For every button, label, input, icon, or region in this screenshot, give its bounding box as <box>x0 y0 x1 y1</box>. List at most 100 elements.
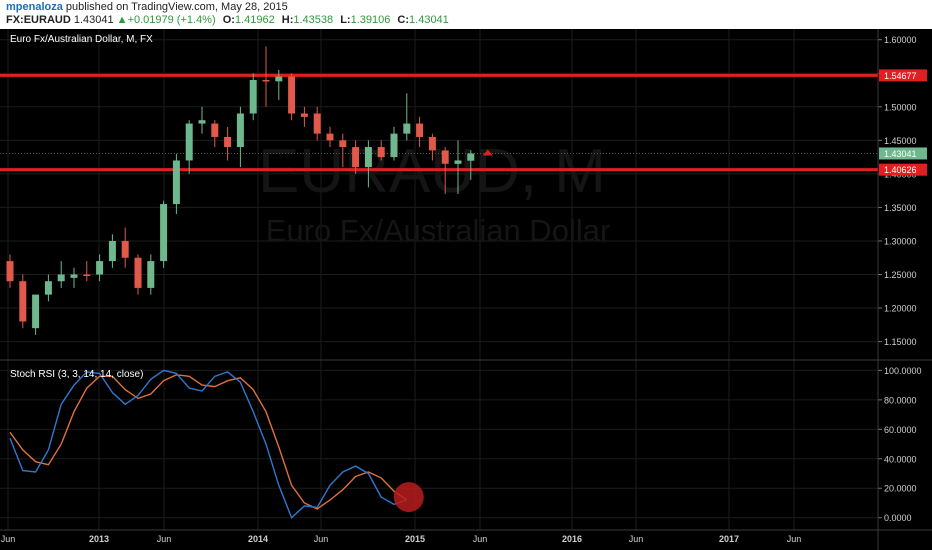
candle[interactable] <box>44 274 52 302</box>
time-tick-label: Jun <box>629 534 644 544</box>
time-tick-label: Jun <box>787 534 802 544</box>
oscillator-tick-label: 0.0000 <box>884 513 912 523</box>
candle-body <box>44 281 52 295</box>
candle-body <box>224 136 232 148</box>
candle[interactable] <box>377 140 385 161</box>
price-tick-label: 1.35000 <box>884 203 917 213</box>
candle[interactable] <box>403 93 411 141</box>
candle-body <box>403 123 411 134</box>
candle[interactable] <box>121 227 129 268</box>
axes: 1.600001.550001.500001.450001.400001.350… <box>1 35 927 544</box>
quote-line: FX:EURAUD 1.43041 ▲+0.01979 (+1.4%) O:1.… <box>6 14 449 27</box>
candle-body <box>185 123 193 161</box>
candle-body <box>390 133 398 158</box>
candle[interactable] <box>108 234 116 268</box>
candle[interactable] <box>211 120 219 148</box>
candle-body <box>134 257 142 288</box>
candle[interactable] <box>32 294 40 335</box>
time-tick-label: 2013 <box>89 534 109 544</box>
candle[interactable] <box>339 133 347 168</box>
stoch-rsi-d-line[interactable] <box>9 374 408 510</box>
candle[interactable] <box>185 120 193 174</box>
watermark: EURAUD, M Euro Fx/Australian Dollar <box>258 137 610 248</box>
candle[interactable] <box>83 261 91 282</box>
candle-body <box>147 261 155 288</box>
chart-background <box>0 29 932 550</box>
candle[interactable] <box>313 106 321 141</box>
oscillator-tick-label: 60.0000 <box>884 425 917 435</box>
candle[interactable] <box>275 69 283 101</box>
candle[interactable] <box>364 140 372 188</box>
candle-body <box>313 113 321 134</box>
horizontal-level-label: 1.40626 <box>884 165 917 175</box>
candle-body <box>236 113 244 148</box>
last-price-tag <box>879 147 927 160</box>
candle-body <box>211 123 219 137</box>
candle-body <box>172 160 180 205</box>
candle[interactable] <box>198 106 206 134</box>
high-label: H: <box>281 14 294 26</box>
last-price-label: 1.43041 <box>884 149 917 159</box>
published-text: published on TradingView.com, May 28, 20… <box>65 1 288 13</box>
candle[interactable] <box>300 106 308 127</box>
candle-body <box>275 76 283 82</box>
author-link[interactable]: mpenaloza <box>6 1 63 13</box>
price-tick-label: 1.30000 <box>884 236 917 246</box>
candle[interactable] <box>172 153 180 215</box>
candle[interactable] <box>96 254 104 282</box>
candle[interactable] <box>352 140 360 174</box>
candle-body <box>108 240 116 262</box>
candle-body <box>416 123 424 137</box>
candle-body <box>83 274 91 276</box>
candle[interactable] <box>134 254 142 295</box>
candle-body <box>288 76 296 114</box>
oscillator-tick-label: 40.0000 <box>884 454 917 464</box>
candle[interactable] <box>428 133 436 161</box>
horizontal-level-tag <box>879 163 927 176</box>
change-up-icon: ▲ <box>116 14 128 26</box>
candle[interactable] <box>441 147 449 194</box>
last-price: 1.43041 <box>73 14 114 26</box>
price-pane[interactable] <box>0 46 878 335</box>
horizontal-level-label: 1.54677 <box>884 71 917 81</box>
candle[interactable] <box>416 116 424 148</box>
stoch-rsi-k-line[interactable] <box>9 369 408 519</box>
up-arrow-marker-icon[interactable] <box>482 149 493 156</box>
candle[interactable] <box>467 150 475 180</box>
candle-body <box>160 204 168 262</box>
oscillator-tick-label: 100.0000 <box>884 366 922 376</box>
high-value: 1.43538 <box>293 14 334 26</box>
candle[interactable] <box>288 73 296 121</box>
open-value: 1.41962 <box>234 14 275 26</box>
candle[interactable] <box>147 254 155 295</box>
candle[interactable] <box>224 126 232 161</box>
price-tick-label: 1.50000 <box>884 102 917 112</box>
time-tick-label: 2016 <box>562 534 582 544</box>
candle[interactable] <box>454 140 462 194</box>
candle[interactable] <box>326 126 334 148</box>
candle[interactable] <box>390 126 398 161</box>
candle[interactable] <box>160 200 168 268</box>
time-tick-label: Jun <box>473 534 488 544</box>
candle[interactable] <box>262 46 270 107</box>
candle-body <box>262 79 270 82</box>
stoch-rsi-pane[interactable] <box>9 369 424 519</box>
candle-body <box>300 113 308 117</box>
candle[interactable] <box>236 106 244 168</box>
candle-body <box>249 79 257 114</box>
low-value: 1.39106 <box>350 14 391 26</box>
highlight-circle[interactable] <box>393 482 424 513</box>
candle[interactable] <box>6 254 14 288</box>
candle-body <box>198 120 206 124</box>
chart-canvas[interactable]: EURAUD, M Euro Fx/Australian Dollar 1.60… <box>0 29 932 550</box>
candle-body <box>428 136 436 151</box>
candle[interactable] <box>19 274 27 329</box>
candle-body <box>352 147 360 168</box>
time-tick-label: Jun <box>157 534 172 544</box>
symbol-name[interactable]: FX:EURAUD <box>6 14 71 26</box>
candle[interactable] <box>249 73 257 121</box>
price-tick-label: 1.15000 <box>884 337 917 347</box>
candle[interactable] <box>57 261 65 288</box>
candle[interactable] <box>70 267 78 288</box>
time-tick-label: Jun <box>314 534 329 544</box>
